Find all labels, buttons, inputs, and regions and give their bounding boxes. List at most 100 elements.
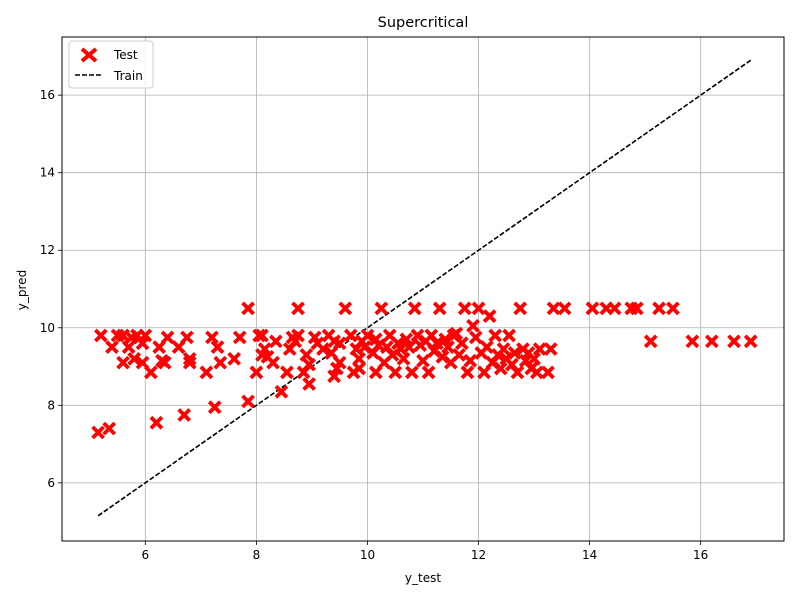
grid (62, 37, 784, 541)
x-axis-ticks: 6 8 10 12 14 16 (141, 541, 708, 562)
y-axis-ticks: 6 8 10 12 14 16 (40, 88, 62, 490)
test-point (652, 301, 666, 316)
test-point (468, 330, 483, 345)
axes-frame (61, 36, 785, 542)
test-point (138, 328, 153, 343)
test-point (102, 421, 117, 436)
test-point (266, 355, 280, 370)
test-point (241, 301, 255, 316)
test-point (94, 328, 108, 343)
test-point (105, 340, 119, 354)
test-point (502, 328, 516, 343)
test-point (210, 340, 225, 354)
test-point (252, 328, 267, 343)
test-point (727, 334, 741, 349)
test-point (274, 384, 289, 399)
legend-test-marker (80, 47, 98, 63)
test-point (543, 342, 558, 356)
test-point (332, 355, 347, 370)
test-point (177, 408, 192, 422)
test-point (488, 328, 503, 343)
test-point (182, 351, 197, 366)
test-point (299, 348, 314, 362)
test-point (452, 348, 466, 362)
test-point (460, 365, 475, 380)
test-point (144, 365, 158, 380)
legend-test-label: Test (113, 48, 138, 62)
test-point (482, 309, 497, 323)
test-point (557, 301, 572, 316)
test-point (449, 326, 464, 341)
test-point (493, 361, 508, 376)
test-point (302, 357, 316, 372)
test-point (302, 377, 316, 391)
test-point (227, 351, 242, 366)
test-point (430, 336, 444, 351)
test-point (507, 346, 522, 360)
legend-train-label: Train (113, 69, 143, 83)
legend: Test Train (68, 40, 154, 89)
test-point (463, 353, 478, 368)
y-tick-label: 6 (47, 476, 55, 490)
test-point (199, 365, 214, 380)
test-point (232, 330, 247, 345)
test-point (455, 336, 469, 351)
test-point (207, 400, 222, 415)
test-point (396, 351, 411, 366)
test-point (685, 334, 700, 349)
test-point (441, 340, 455, 354)
test-point (496, 342, 511, 356)
test-point (629, 301, 644, 316)
y-tick-label: 10 (40, 321, 55, 335)
test-point (402, 340, 416, 354)
test-point (530, 365, 544, 380)
test-point (280, 365, 294, 380)
test-point (541, 365, 555, 380)
test-point (255, 328, 269, 343)
test-point (466, 318, 480, 333)
test-point (513, 301, 528, 316)
test-point (157, 355, 172, 370)
y-tick-label: 14 (40, 166, 55, 180)
test-marker-layer (91, 301, 758, 440)
x-tick-label: 8 (253, 548, 261, 562)
test-point (149, 415, 164, 430)
y-tick-label: 12 (40, 243, 55, 257)
test-point (432, 301, 447, 316)
test-point (532, 342, 547, 356)
test-point (585, 301, 600, 316)
test-point (480, 340, 494, 354)
test-point (416, 353, 430, 368)
test-point (388, 365, 403, 380)
test-point (91, 425, 105, 440)
test-point (121, 340, 136, 354)
test-point (160, 330, 175, 345)
test-point (316, 342, 330, 356)
x-tick-label: 10 (360, 548, 375, 562)
test-point (338, 301, 353, 316)
test-point (291, 301, 305, 316)
test-point (352, 361, 366, 376)
test-point (471, 301, 486, 316)
test-point (743, 334, 758, 349)
test-point (407, 301, 422, 316)
y-tick-label: 8 (47, 398, 55, 412)
test-point (180, 330, 194, 345)
x-axis-label: y_test (405, 571, 441, 585)
test-point (643, 334, 658, 349)
test-point (666, 301, 680, 316)
test-point (510, 365, 525, 380)
x-tick-label: 12 (471, 548, 486, 562)
test-point (213, 355, 228, 370)
test-point (127, 351, 142, 366)
test-point (457, 301, 472, 316)
test-point (249, 365, 264, 380)
test-point (332, 336, 347, 351)
x-tick-label: 16 (693, 548, 708, 562)
test-point (360, 328, 375, 343)
test-point (268, 334, 283, 349)
x-tick-label: 6 (141, 548, 149, 562)
x-tick-label: 14 (582, 548, 597, 562)
